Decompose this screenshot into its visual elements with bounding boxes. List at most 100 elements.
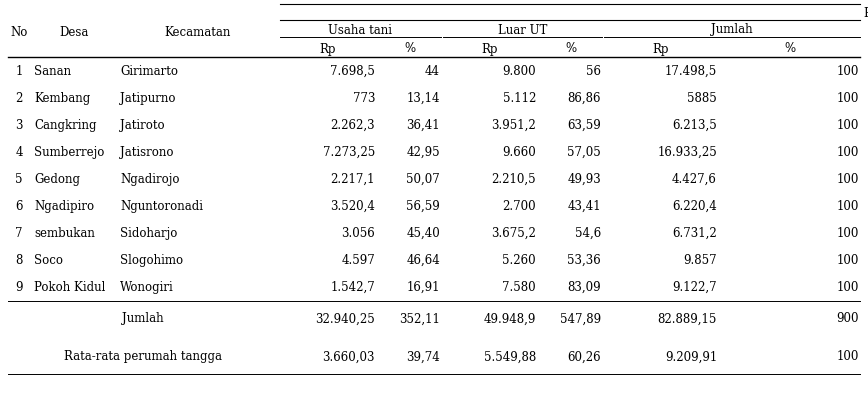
Text: 3.056: 3.056 (341, 227, 375, 239)
Text: 7: 7 (16, 227, 23, 239)
Text: 7.698,5: 7.698,5 (330, 65, 375, 78)
Text: 7.273,25: 7.273,25 (323, 146, 375, 159)
Text: Pokoh Kidul: Pokoh Kidul (34, 280, 105, 293)
Text: 9.800: 9.800 (503, 65, 536, 78)
Text: sembukan: sembukan (34, 227, 95, 239)
Text: Slogohimo: Slogohimo (120, 253, 183, 266)
Text: 100: 100 (837, 146, 859, 159)
Text: 9.209,91: 9.209,91 (665, 350, 717, 363)
Text: 57,05: 57,05 (568, 146, 601, 159)
Text: 56: 56 (586, 65, 601, 78)
Text: Ngadipiro: Ngadipiro (34, 200, 94, 213)
Text: 53,36: 53,36 (568, 253, 601, 266)
Text: 54,6: 54,6 (575, 227, 601, 239)
Text: Cangkring: Cangkring (34, 119, 96, 132)
Text: 6.220,4: 6.220,4 (672, 200, 717, 213)
Text: Jatisrono: Jatisrono (120, 146, 174, 159)
Text: Desa: Desa (59, 25, 89, 38)
Text: 2.217,1: 2.217,1 (331, 172, 375, 186)
Text: Rata-rata perumah tangga: Rata-rata perumah tangga (64, 350, 222, 363)
Text: Soco: Soco (34, 253, 63, 266)
Text: 6: 6 (16, 200, 23, 213)
Text: 9.660: 9.660 (503, 146, 536, 159)
Text: 56,59: 56,59 (406, 200, 440, 213)
Text: 39,74: 39,74 (406, 350, 440, 363)
Text: Wonogiri: Wonogiri (120, 280, 174, 293)
Text: 100: 100 (837, 119, 859, 132)
Text: 100: 100 (837, 200, 859, 213)
Text: Jatiroto: Jatiroto (120, 119, 165, 132)
Text: 46,64: 46,64 (406, 253, 440, 266)
Text: 1: 1 (16, 65, 23, 78)
Text: 32.940,25: 32.940,25 (315, 312, 375, 325)
Text: 49.948,9: 49.948,9 (483, 312, 536, 325)
Text: 43,41: 43,41 (568, 200, 601, 213)
Text: Gedong: Gedong (34, 172, 80, 186)
Text: Jatipurno: Jatipurno (120, 92, 175, 105)
Text: 45,40: 45,40 (406, 227, 440, 239)
Text: 3.660,03: 3.660,03 (323, 350, 375, 363)
Text: 3.675,2: 3.675,2 (491, 227, 536, 239)
Text: 42,95: 42,95 (406, 146, 440, 159)
Text: 13,14: 13,14 (406, 92, 440, 105)
Text: Kembang: Kembang (34, 92, 90, 105)
Text: 3.520,4: 3.520,4 (330, 200, 375, 213)
Text: Nguntoronadi: Nguntoronadi (120, 200, 203, 213)
Text: 4.597: 4.597 (341, 253, 375, 266)
Text: 7.580: 7.580 (503, 280, 536, 293)
Text: 60,26: 60,26 (568, 350, 601, 363)
Text: 2: 2 (16, 92, 23, 105)
Text: 5.260: 5.260 (503, 253, 536, 266)
Text: Sanan: Sanan (34, 65, 71, 78)
Text: 100: 100 (837, 65, 859, 78)
Text: 100: 100 (837, 280, 859, 293)
Text: 44: 44 (425, 65, 440, 78)
Text: 100: 100 (837, 253, 859, 266)
Text: 9.857: 9.857 (683, 253, 717, 266)
Text: Ngadirojo: Ngadirojo (120, 172, 180, 186)
Text: Jumlah: Jumlah (711, 23, 753, 36)
Text: 5.549,88: 5.549,88 (483, 350, 536, 363)
Text: 3: 3 (16, 119, 23, 132)
Text: Rp: Rp (319, 43, 336, 55)
Text: Rp: Rp (653, 43, 669, 55)
Text: Girimarto: Girimarto (120, 65, 178, 78)
Text: 83,09: 83,09 (568, 280, 601, 293)
Text: 9.122,7: 9.122,7 (673, 280, 717, 293)
Text: Pendapatan: Pendapatan (863, 6, 868, 20)
Text: 2.262,3: 2.262,3 (331, 119, 375, 132)
Text: 36,41: 36,41 (406, 119, 440, 132)
Text: 82.889,15: 82.889,15 (658, 312, 717, 325)
Text: Rp: Rp (482, 43, 498, 55)
Text: Luar UT: Luar UT (498, 23, 547, 36)
Text: 100: 100 (837, 92, 859, 105)
Text: 2.700: 2.700 (503, 200, 536, 213)
Text: 9: 9 (16, 280, 23, 293)
Text: 4: 4 (16, 146, 23, 159)
Text: 6.213,5: 6.213,5 (672, 119, 717, 132)
Text: Usaha tani: Usaha tani (328, 23, 392, 36)
Text: 547,89: 547,89 (560, 312, 601, 325)
Text: 86,86: 86,86 (568, 92, 601, 105)
Text: Sumberrejo: Sumberrejo (34, 146, 104, 159)
Text: 16.933,25: 16.933,25 (657, 146, 717, 159)
Text: 100: 100 (837, 350, 859, 363)
Text: 8: 8 (16, 253, 23, 266)
Text: 5885: 5885 (687, 92, 717, 105)
Text: 1.542,7: 1.542,7 (330, 280, 375, 293)
Text: Kecamatan: Kecamatan (165, 25, 231, 38)
Text: 5: 5 (16, 172, 23, 186)
Text: 5.112: 5.112 (503, 92, 536, 105)
Text: 50,07: 50,07 (406, 172, 440, 186)
Text: 6.731,2: 6.731,2 (672, 227, 717, 239)
Text: 17.498,5: 17.498,5 (665, 65, 717, 78)
Text: %: % (404, 43, 415, 55)
Text: 352,11: 352,11 (399, 312, 440, 325)
Text: Sidoharjo: Sidoharjo (120, 227, 177, 239)
Text: 63,59: 63,59 (568, 119, 601, 132)
Text: 2.210,5: 2.210,5 (491, 172, 536, 186)
Text: 900: 900 (837, 312, 859, 325)
Text: 100: 100 (837, 172, 859, 186)
Text: 16,91: 16,91 (406, 280, 440, 293)
Text: 49,93: 49,93 (568, 172, 601, 186)
